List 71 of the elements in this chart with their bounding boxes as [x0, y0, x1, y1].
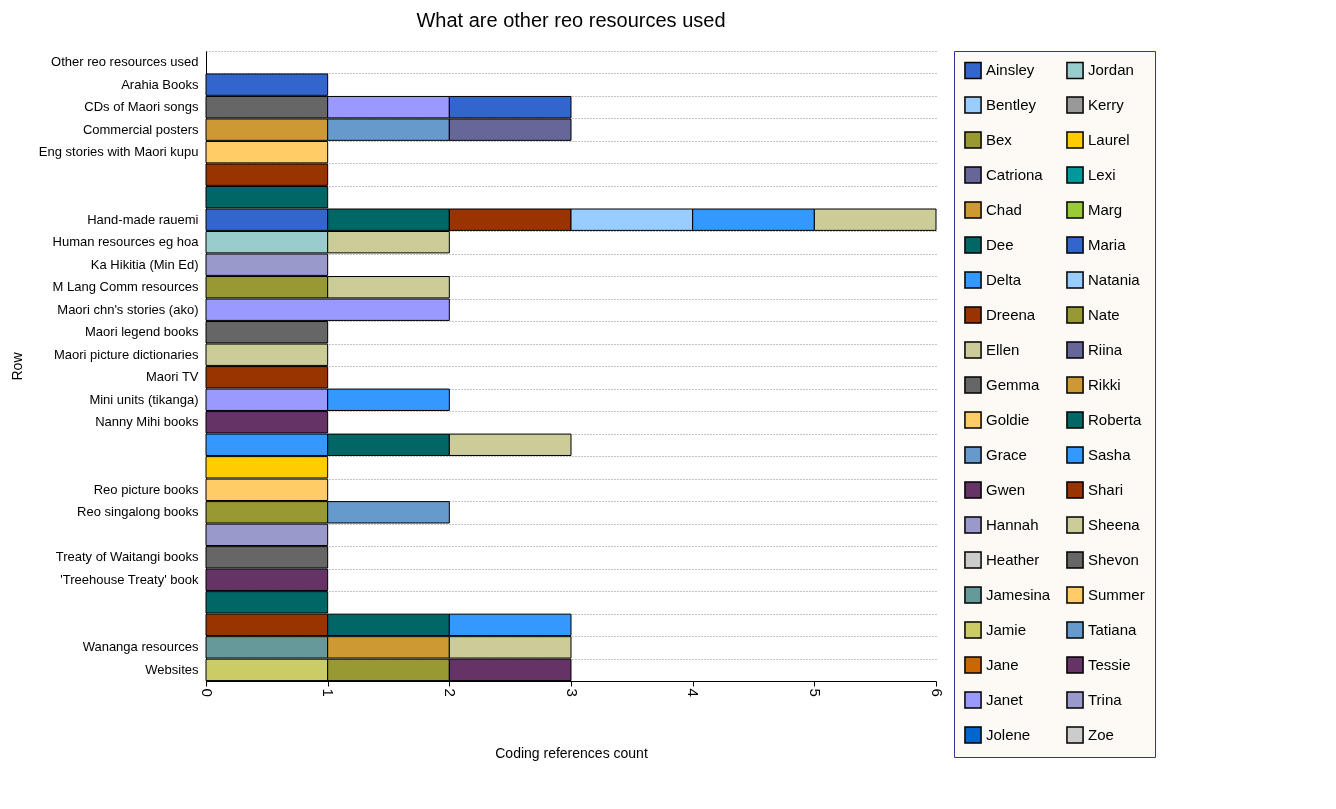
legend-label: Catriona: [986, 166, 1044, 183]
legend-label: Janet: [986, 691, 1024, 708]
legend-label: Jamie: [986, 621, 1027, 638]
legend-label: Jolene: [986, 726, 1031, 743]
legend-label: Grace: [986, 446, 1027, 463]
x-axis-title: Coding references count: [495, 744, 648, 761]
chart-title: What are other reo resources used: [416, 8, 726, 31]
legend-label: Delta: [986, 271, 1022, 288]
legend-label: Jamesina: [986, 586, 1051, 603]
legend-label: Ainsley: [986, 61, 1035, 79]
legend-label: Gwen: [986, 481, 1026, 498]
legend-label: Nate: [1088, 306, 1120, 323]
legend-label: Goldie: [986, 411, 1030, 428]
x-tick-label: 2: [441, 688, 459, 697]
y-tick-label: Eng stories with Maori kupu: [38, 144, 199, 160]
y-tick-label: Websites: [145, 661, 199, 677]
y-tick-label: Maori TV: [146, 369, 199, 385]
legend-label: Lexi: [1088, 166, 1116, 183]
y-tick-label: Maori chn's stories (ako): [57, 301, 199, 317]
legend-label: Jordan: [1088, 61, 1134, 79]
legend-label: Maria: [1088, 236, 1127, 253]
y-tick-label: Maori legend books: [85, 324, 199, 340]
x-tick-label: 1: [320, 688, 338, 697]
x-tick-label: 0: [198, 688, 216, 697]
legend-label: Roberta: [1088, 411, 1143, 428]
y-tick-label: Maori picture dictionaries: [53, 346, 199, 362]
y-tick-label: Reo singalong books: [77, 504, 199, 520]
legend-label: Laurel: [1088, 131, 1130, 148]
x-tick-label: 3: [563, 688, 581, 697]
legend-label: Hannah: [986, 516, 1039, 533]
legend-label: Natania: [1088, 271, 1141, 288]
legend-label: Zoe: [1088, 726, 1114, 743]
legend-label: Tatiana: [1088, 621, 1138, 638]
legend-label: Shevon: [1088, 551, 1139, 568]
legend-label: Ellen: [986, 341, 1020, 358]
y-tick-label: 'Treehouse Treaty' book: [60, 571, 199, 587]
y-axis-title: Row: [8, 351, 25, 381]
legend-label: Heather: [986, 551, 1040, 568]
legend-label: Gemma: [986, 376, 1040, 393]
y-tick-label: Treaty of Waitangi books: [55, 549, 199, 565]
legend-label: Tessie: [1088, 656, 1131, 673]
legend-label: Rikki: [1088, 376, 1121, 393]
x-tick-label: 4: [685, 688, 703, 697]
y-tick-label: Wananga resources: [82, 639, 199, 655]
legend-label: Jane: [986, 656, 1019, 673]
x-tick-label: 5: [806, 688, 824, 697]
legend-label: Summer: [1088, 586, 1145, 603]
y-tick-label: Ka Hikitia (Min Ed): [90, 256, 199, 272]
y-tick-label: Arahia Books: [121, 76, 199, 92]
y-tick-label: Hand-made rauemi: [87, 211, 199, 227]
y-tick-label: Other reo resources used: [51, 54, 199, 70]
legend-label: Trina: [1088, 691, 1123, 708]
y-tick-label: CDs of Maori songs: [84, 99, 199, 115]
y-tick-label: Reo picture books: [93, 481, 199, 497]
y-tick-label: Mini units (tikanga): [89, 391, 199, 407]
legend-label: Marg: [1088, 201, 1123, 218]
y-tick-label: Commercial posters: [82, 121, 199, 137]
legend-label: Sasha: [1088, 446, 1132, 463]
legend-label: Dee: [986, 236, 1014, 253]
legend-label: Bentley: [986, 96, 1037, 113]
legend-label: Chad: [986, 201, 1022, 218]
legend-label: Bex: [986, 131, 1013, 148]
y-tick-label: Human resources eg hoa: [52, 234, 200, 250]
legend-label: Riina: [1088, 341, 1123, 358]
legend-label: Dreena: [986, 306, 1036, 323]
legend-label: Shari: [1088, 481, 1124, 498]
y-tick-label: Nanny Mihi books: [95, 414, 199, 430]
x-tick-label: 6: [928, 688, 946, 697]
legend-label: Sheena: [1088, 516, 1141, 533]
legend-label: Kerry: [1088, 96, 1125, 113]
y-tick-label: M Lang Comm resources: [52, 279, 199, 295]
